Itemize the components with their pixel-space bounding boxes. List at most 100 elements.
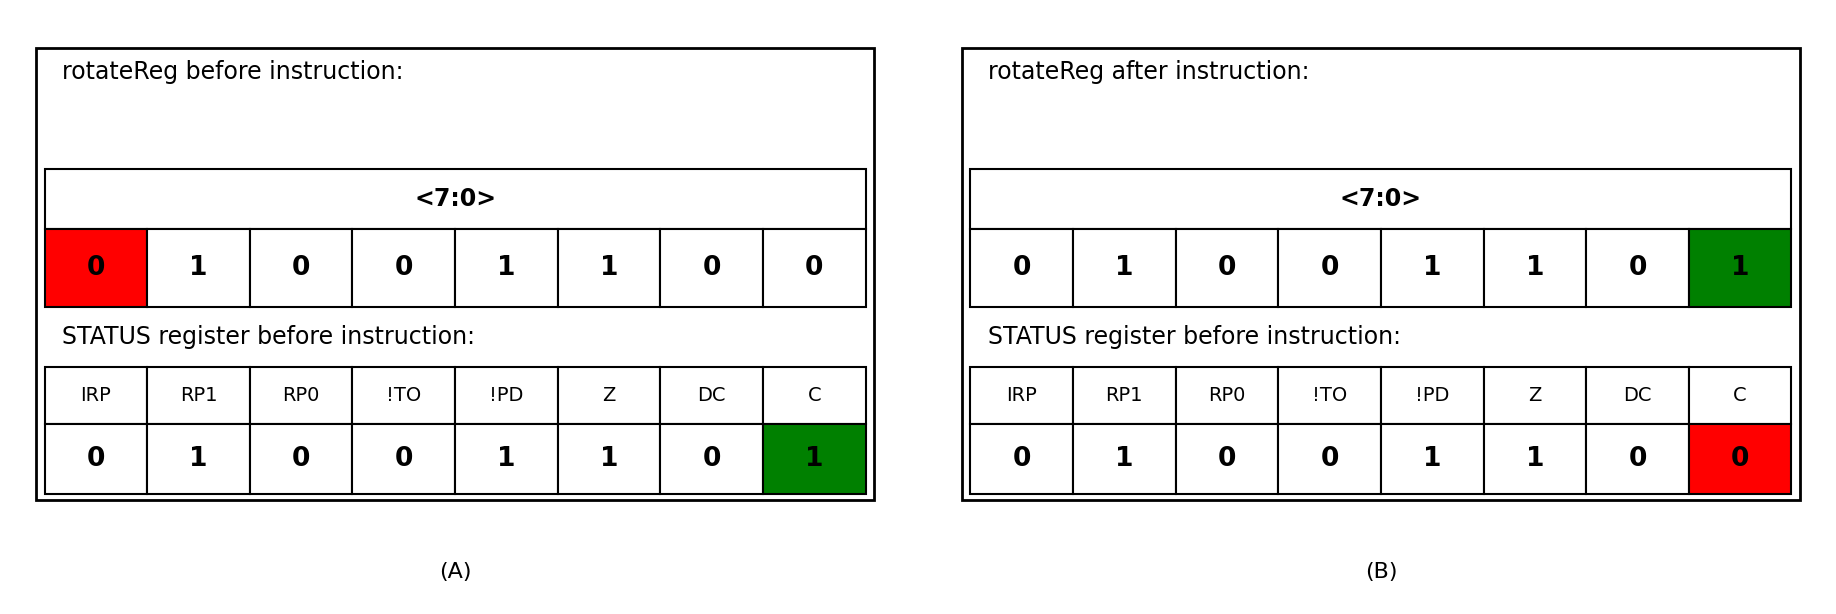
Bar xyxy=(147,367,250,424)
Text: 1: 1 xyxy=(189,255,207,281)
Bar xyxy=(971,424,1072,494)
Bar xyxy=(558,367,661,424)
Bar xyxy=(661,229,764,307)
Text: C: C xyxy=(1733,386,1746,405)
Bar xyxy=(558,229,661,307)
Text: 0: 0 xyxy=(703,446,722,472)
Bar xyxy=(1278,424,1381,494)
Bar xyxy=(1381,424,1483,494)
Bar xyxy=(1689,367,1792,424)
Bar xyxy=(37,49,874,500)
Bar xyxy=(764,229,865,307)
Bar xyxy=(147,424,250,494)
Bar xyxy=(250,424,353,494)
Bar xyxy=(1483,229,1586,307)
Text: DC: DC xyxy=(1623,386,1652,405)
Bar xyxy=(147,229,250,307)
Bar xyxy=(1483,367,1586,424)
Bar xyxy=(1072,424,1175,494)
Bar xyxy=(1278,367,1381,424)
Text: Z: Z xyxy=(602,386,615,405)
Text: 1: 1 xyxy=(498,255,516,281)
Bar xyxy=(1175,367,1278,424)
Bar xyxy=(1072,229,1175,307)
Bar xyxy=(1689,229,1792,307)
Bar xyxy=(250,367,353,424)
Text: 0: 0 xyxy=(1629,446,1647,472)
Text: 1: 1 xyxy=(600,446,619,472)
Text: 1: 1 xyxy=(189,446,207,472)
Bar xyxy=(1072,367,1175,424)
Text: 0: 0 xyxy=(395,446,413,472)
Text: !TO: !TO xyxy=(386,386,422,405)
Text: 1: 1 xyxy=(1423,446,1441,472)
Text: 0: 0 xyxy=(1012,446,1030,472)
Text: IRP: IRP xyxy=(81,386,112,405)
Text: RP1: RP1 xyxy=(180,386,217,405)
Bar xyxy=(353,424,455,494)
Text: 1: 1 xyxy=(1423,255,1441,281)
Bar xyxy=(1483,424,1586,494)
Text: 0: 0 xyxy=(1217,255,1236,281)
Text: <7:0>: <7:0> xyxy=(1340,187,1423,211)
Text: RP0: RP0 xyxy=(1208,386,1245,405)
Text: 0: 0 xyxy=(1012,255,1030,281)
Text: RP1: RP1 xyxy=(1105,386,1144,405)
Bar xyxy=(1586,229,1689,307)
Bar xyxy=(661,424,764,494)
Bar xyxy=(1381,367,1483,424)
Text: 0: 0 xyxy=(1320,446,1338,472)
Text: DC: DC xyxy=(698,386,725,405)
Text: 1: 1 xyxy=(1114,446,1133,472)
Bar xyxy=(971,367,1072,424)
Text: 1: 1 xyxy=(1114,255,1133,281)
Text: Z: Z xyxy=(1528,386,1542,405)
Bar xyxy=(455,424,558,494)
Text: 1: 1 xyxy=(804,446,824,472)
Text: 0: 0 xyxy=(292,446,310,472)
Bar xyxy=(1586,367,1689,424)
Text: 0: 0 xyxy=(1320,255,1338,281)
Bar xyxy=(962,49,1799,500)
Text: 0: 0 xyxy=(1629,255,1647,281)
Text: !PD: !PD xyxy=(1416,386,1449,405)
Bar xyxy=(455,367,558,424)
Bar xyxy=(764,424,865,494)
Text: 0: 0 xyxy=(703,255,722,281)
Text: 1: 1 xyxy=(1526,446,1544,472)
Text: RP0: RP0 xyxy=(283,386,319,405)
Text: 1: 1 xyxy=(498,446,516,472)
Bar xyxy=(1586,424,1689,494)
Text: 0: 0 xyxy=(1217,446,1236,472)
Text: 1: 1 xyxy=(1526,255,1544,281)
Bar xyxy=(44,424,147,494)
Bar xyxy=(1278,229,1381,307)
Bar xyxy=(1689,424,1792,494)
Text: <7:0>: <7:0> xyxy=(413,187,496,211)
Text: 0: 0 xyxy=(1731,446,1750,472)
Bar xyxy=(661,367,764,424)
Bar xyxy=(971,229,1072,307)
Bar xyxy=(44,229,147,307)
Text: 0: 0 xyxy=(395,255,413,281)
Text: C: C xyxy=(808,386,821,405)
Bar xyxy=(455,229,558,307)
Bar xyxy=(250,229,353,307)
Text: IRP: IRP xyxy=(1006,386,1037,405)
Text: (A): (A) xyxy=(439,562,472,581)
Text: !PD: !PD xyxy=(488,386,523,405)
Text: 0: 0 xyxy=(292,255,310,281)
Text: 0: 0 xyxy=(86,255,105,281)
Bar xyxy=(1175,424,1278,494)
Text: 1: 1 xyxy=(1731,255,1750,281)
Text: rotateReg after instruction:: rotateReg after instruction: xyxy=(988,60,1309,84)
Bar xyxy=(44,367,147,424)
Text: STATUS register before instruction:: STATUS register before instruction: xyxy=(62,325,476,349)
Bar xyxy=(353,367,455,424)
Bar xyxy=(558,424,661,494)
Bar xyxy=(1175,229,1278,307)
Bar xyxy=(971,169,1792,229)
Bar xyxy=(44,169,865,229)
Text: !TO: !TO xyxy=(1313,386,1348,405)
Bar xyxy=(1381,229,1483,307)
